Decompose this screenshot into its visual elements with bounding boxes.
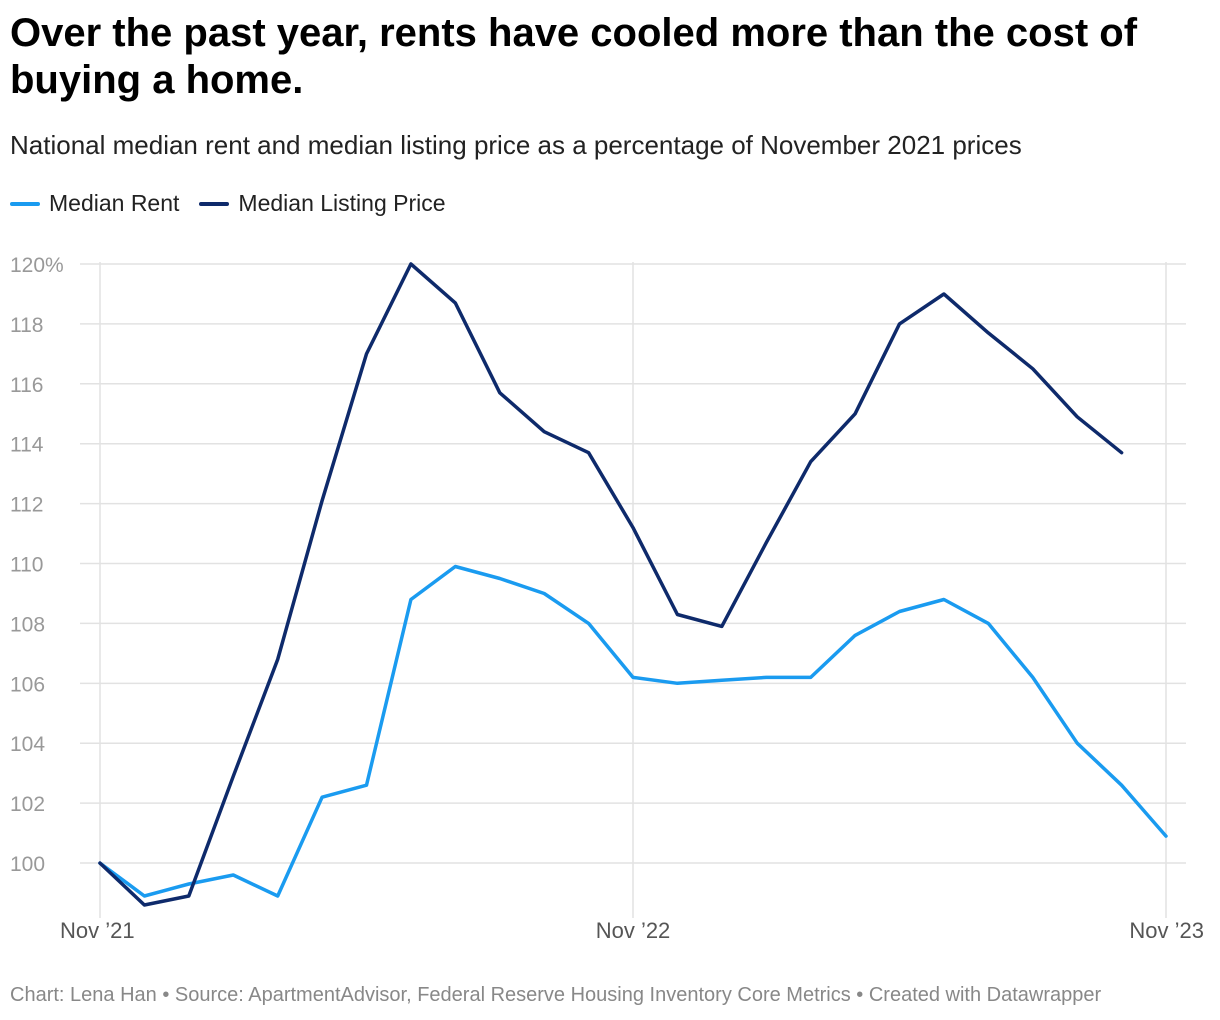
data-point-median-listing-price: [587, 451, 591, 455]
data-point-median-rent: [675, 681, 679, 685]
series-line-median-listing-price: [98, 262, 1124, 907]
data-point-median-rent: [986, 621, 990, 625]
series-lines: [98, 262, 1168, 907]
data-point-median-rent: [542, 591, 546, 595]
data-point-median-listing-price: [986, 331, 990, 335]
x-tick-label: Nov ’23: [1129, 918, 1204, 943]
data-point-median-rent: [764, 675, 768, 679]
data-point-median-rent: [1164, 834, 1168, 838]
data-point-median-listing-price: [142, 903, 146, 907]
data-point-median-rent: [1120, 783, 1124, 787]
data-point-median-rent: [587, 621, 591, 625]
data-point-median-listing-price: [631, 526, 635, 530]
y-tick-label: 114: [10, 434, 44, 457]
data-point-median-listing-price: [720, 624, 724, 628]
data-point-median-listing-price: [98, 861, 102, 865]
data-point-median-listing-price: [898, 322, 902, 326]
data-point-median-rent: [453, 565, 457, 569]
data-point-median-listing-price: [1075, 415, 1079, 419]
data-point-median-rent: [409, 597, 413, 601]
data-point-median-listing-price: [675, 612, 679, 616]
data-point-median-rent: [720, 678, 724, 682]
data-point-median-listing-price: [942, 292, 946, 296]
chart-title: Over the past year, rents have cooled mo…: [10, 11, 1138, 102]
data-point-median-listing-price: [542, 430, 546, 434]
data-point-median-rent: [853, 633, 857, 637]
data-point-median-rent: [365, 783, 369, 787]
grid-lines: [80, 262, 1186, 918]
data-point-median-listing-price: [764, 541, 768, 545]
legend-label-median-listing-price: Median Listing Price: [238, 190, 446, 216]
data-point-median-listing-price: [187, 894, 191, 898]
data-point-median-listing-price: [276, 657, 280, 661]
data-point-median-rent: [187, 882, 191, 886]
y-axis-tick-labels: 100 102 104 106 108 110 112 114 116 118 120%: [10, 254, 64, 876]
chart-footer: Chart: Lena Han • Source: ApartmentAdvis…: [10, 984, 1102, 1006]
data-point-median-listing-price: [365, 352, 369, 356]
data-point-median-rent: [142, 894, 146, 898]
y-tick-label: 108: [10, 613, 45, 636]
data-point-median-listing-price: [1031, 367, 1035, 371]
legend-item-median-listing-price: Median Listing Price: [199, 190, 446, 217]
series-line-median-rent: [98, 564, 1168, 898]
y-tick-label: 110: [10, 554, 43, 577]
data-point-median-listing-price: [809, 460, 813, 464]
y-tick-label: 100: [10, 853, 45, 876]
y-tick-label: 120%: [10, 254, 64, 277]
data-point-median-listing-price: [409, 262, 413, 266]
data-point-median-listing-price: [498, 391, 502, 395]
data-point-median-listing-price: [853, 412, 857, 416]
line-chart: 100 102 104 106 108 110 112 114 116 118 120% Nov ’…: [10, 254, 1204, 943]
legend-item-median-rent: Median Rent: [10, 190, 179, 217]
data-point-median-rent: [1031, 675, 1035, 679]
data-point-median-listing-price: [320, 499, 324, 503]
data-point-median-rent: [276, 894, 280, 898]
x-tick-label: Nov ’21: [60, 918, 135, 943]
chart-subtitle: National median rent and median listing …: [10, 130, 1022, 160]
data-point-median-rent: [942, 597, 946, 601]
chart-legend: Median Rent Median Listing Price: [10, 190, 466, 217]
x-axis-tick-labels: Nov ’21 Nov ’22 Nov ’23: [60, 918, 1204, 943]
legend-swatch-median-rent: [10, 201, 40, 206]
data-point-median-rent: [1075, 741, 1079, 745]
x-tick-label: Nov ’22: [596, 918, 671, 943]
data-point-median-rent: [809, 675, 813, 679]
y-tick-label: 112: [10, 494, 43, 517]
y-tick-label: 116: [10, 374, 43, 397]
data-point-median-listing-price: [231, 774, 235, 778]
data-point-median-rent: [631, 675, 635, 679]
data-point-median-rent: [498, 577, 502, 581]
y-tick-label: 106: [10, 673, 45, 696]
data-point-median-rent: [231, 873, 235, 877]
legend-label-median-rent: Median Rent: [49, 190, 180, 216]
data-point-median-rent: [320, 795, 324, 799]
legend-swatch-median-listing-price: [199, 201, 230, 206]
y-tick-label: 118: [10, 314, 43, 337]
data-point-median-listing-price: [1120, 451, 1124, 455]
data-point-median-listing-price: [453, 301, 457, 305]
data-point-median-rent: [898, 609, 902, 613]
y-tick-label: 104: [10, 733, 45, 756]
y-tick-label: 102: [10, 793, 45, 816]
